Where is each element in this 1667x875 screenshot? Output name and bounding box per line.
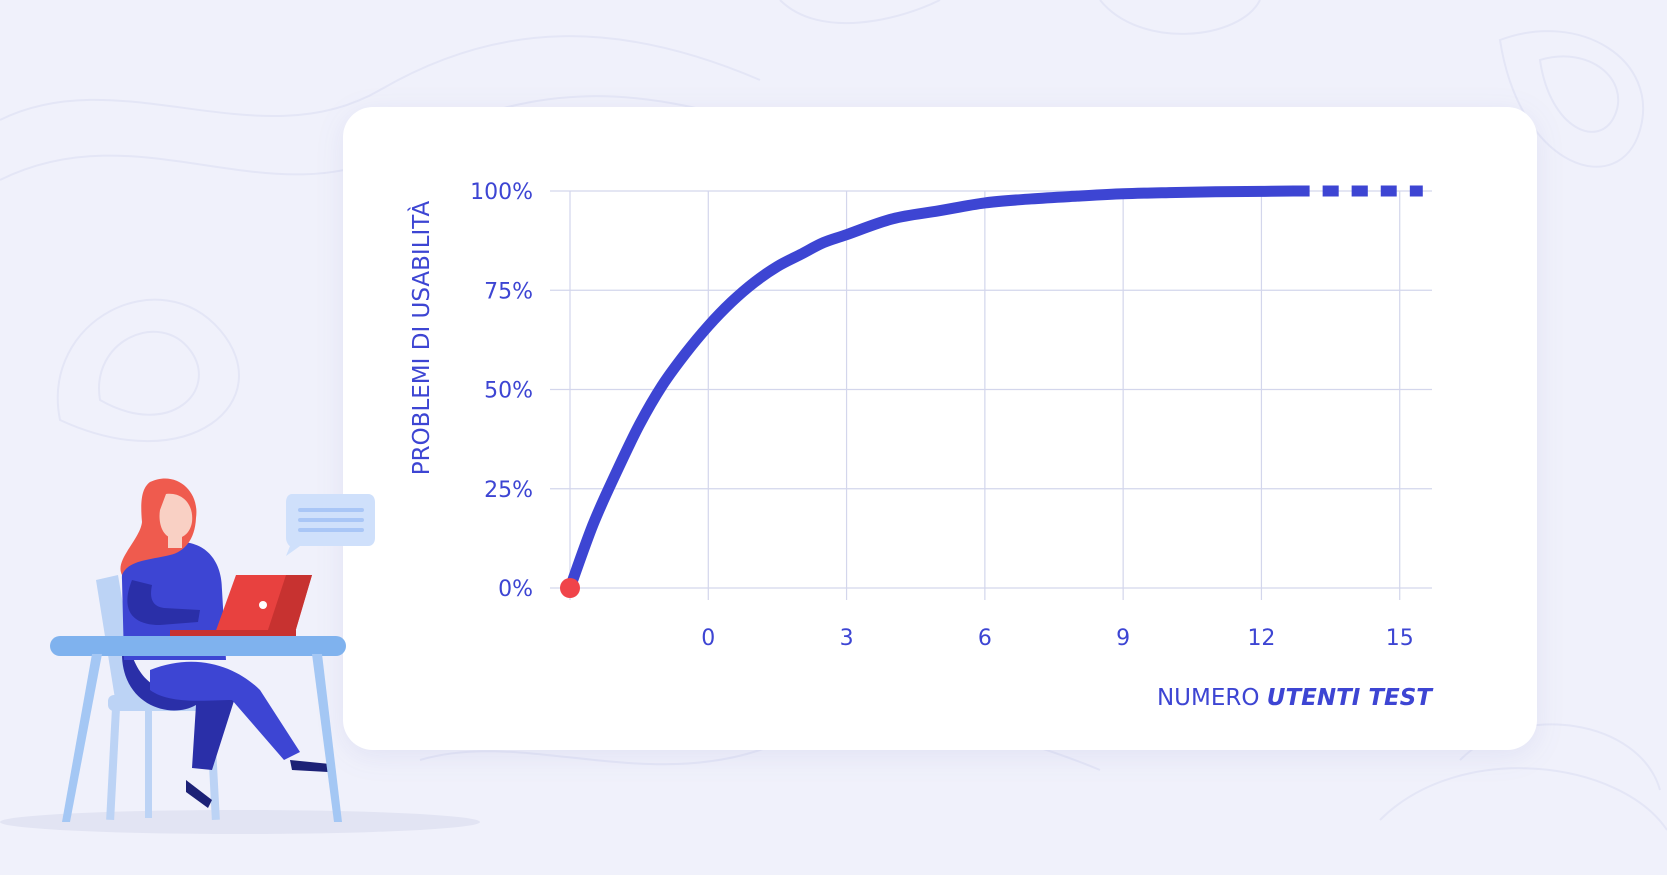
desk <box>50 636 346 822</box>
y-tick-label: 50% <box>484 379 533 404</box>
origin-point <box>560 578 580 598</box>
x-axis-title-plain: NUMERO <box>1157 685 1267 711</box>
x-axis-title: NUMERO UTENTI TEST <box>1157 685 1434 711</box>
x-axis-title-emphasis: UTENTI TEST <box>1267 685 1435 711</box>
speech-bubble-illustration <box>286 494 375 556</box>
legs <box>121 640 330 808</box>
chart-series <box>560 185 1423 598</box>
y-axis-title: PROBLEMI DI USABILITÀ <box>407 200 435 475</box>
x-tick-label: 15 <box>1386 626 1414 651</box>
chart-tick-labels: 0% 25% 50% 75% 100% 0 3 6 9 12 15 <box>470 180 1414 651</box>
series-line <box>564 185 1300 594</box>
face <box>159 493 193 539</box>
floor-shadow <box>0 810 480 834</box>
arm <box>127 580 200 625</box>
y-tick-label: 0% <box>498 577 533 602</box>
x-tick-label: 3 <box>840 626 854 651</box>
woman-working-illustration <box>0 478 480 834</box>
y-tick-label: 25% <box>484 478 533 503</box>
x-tick-label: 6 <box>978 626 992 651</box>
x-tick-label: 0 <box>701 626 715 651</box>
laptop-illustration <box>170 575 312 637</box>
y-tick-label: 100% <box>470 180 533 205</box>
x-tick-label: 9 <box>1116 626 1130 651</box>
neck <box>168 534 182 548</box>
y-tick-label: 75% <box>484 279 533 304</box>
chart-card <box>343 107 1537 750</box>
x-tick-label: 12 <box>1247 626 1275 651</box>
